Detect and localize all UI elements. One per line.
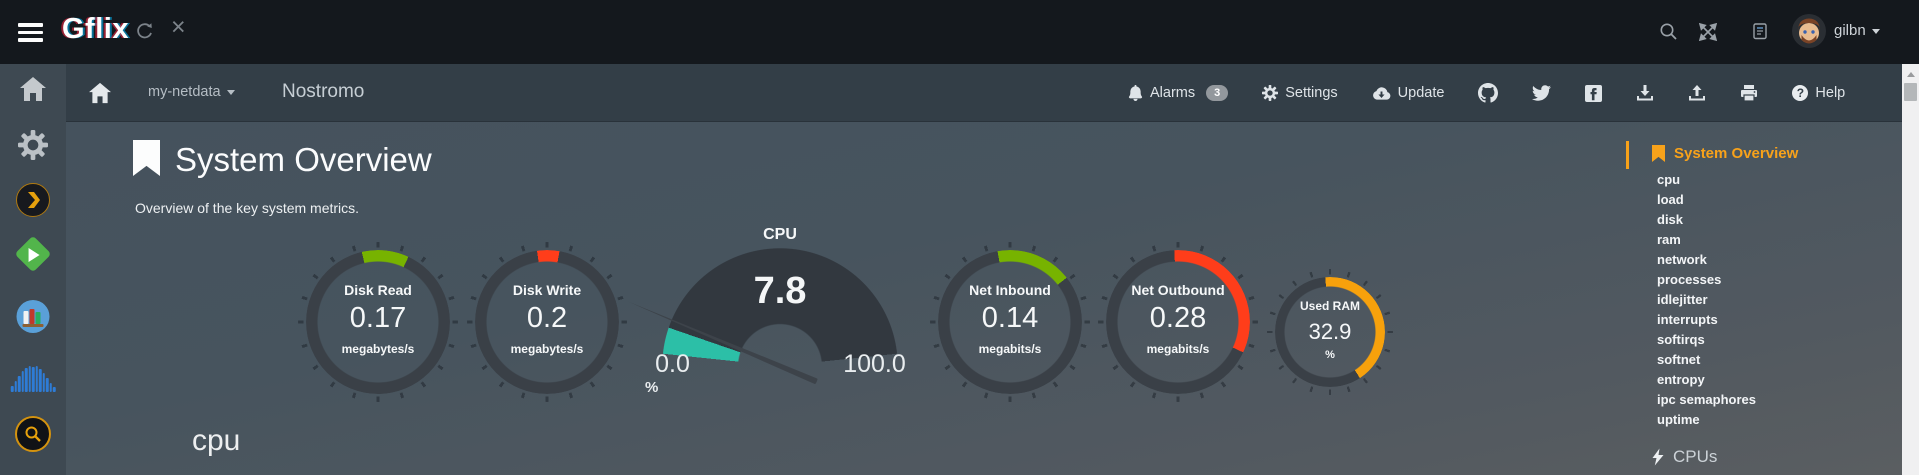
gauge-label: Disk Write: [512, 282, 582, 298]
toc-active-indicator: [1626, 141, 1629, 169]
app-rail: [0, 64, 66, 475]
toc-item[interactable]: disk: [1657, 212, 1684, 227]
toc-item[interactable]: entropy: [1657, 372, 1705, 387]
toc-item[interactable]: network: [1657, 252, 1707, 267]
fullscreen-icon[interactable]: [1699, 23, 1717, 41]
toc-item[interactable]: idlejitter: [1657, 292, 1708, 307]
gauge-value: 0.14: [981, 302, 1039, 334]
twitter-icon[interactable]: [1532, 85, 1552, 101]
toc-item[interactable]: uptime: [1657, 412, 1700, 427]
update-button[interactable]: Update: [1372, 85, 1444, 101]
github-icon[interactable]: [1478, 83, 1499, 103]
user-avatar[interactable]: [1792, 14, 1826, 48]
alarms-button[interactable]: Alarms 3: [1128, 85, 1229, 101]
cpu-gauge-min: 0.0: [655, 350, 690, 378]
alarms-count-badge: 3: [1206, 85, 1229, 101]
gauge-disk-read[interactable]: Disk Read 0.17 megabytes/s: [298, 242, 458, 402]
gear-icon: [1262, 85, 1279, 101]
changelog-book-icon[interactable]: [1751, 22, 1769, 41]
cpu-gauge-max: 100.0: [843, 350, 906, 378]
lightning-bolt-icon: [1652, 448, 1664, 466]
gauge-units: megabytes/s: [341, 342, 415, 356]
upload-icon[interactable]: [1688, 84, 1706, 102]
toc-item[interactable]: softnet: [1657, 352, 1701, 367]
user-menu[interactable]: gilbn: [1834, 22, 1880, 39]
gauge-arc: [1275, 277, 1385, 387]
gauge-units: megabits/s: [978, 342, 1042, 356]
settings-button[interactable]: Settings: [1262, 85, 1338, 101]
scrollbar-up-arrow[interactable]: [1906, 72, 1915, 77]
gauge-net-outbound[interactable]: Net Outbound 0.28 megabits/s: [1098, 242, 1258, 402]
scrollbar[interactable]: [1902, 64, 1919, 475]
gauge-arc: [306, 250, 450, 394]
gauge-net-inbound[interactable]: Net Inbound 0.14 megabits/s: [930, 242, 1090, 402]
toc-item[interactable]: softirqs: [1657, 332, 1705, 347]
scrollbar-thumb[interactable]: [1904, 83, 1917, 101]
toc-item[interactable]: load: [1657, 192, 1684, 207]
bell-icon: [1128, 85, 1143, 101]
cpu-gauge-value: 7.8: [753, 270, 807, 312]
section-heading-cpu: cpu: [192, 424, 241, 457]
gauge-value: 0.17: [349, 302, 407, 334]
gauge-units: megabytes/s: [510, 342, 584, 356]
toc-item[interactable]: interrupts: [1657, 312, 1718, 327]
toc-item[interactable]: ram: [1657, 232, 1681, 247]
gauge-arc: [938, 250, 1082, 394]
gauge-units: megabits/s: [1146, 342, 1210, 356]
app-logo[interactable]: Gflix: [62, 13, 129, 45]
help-button[interactable]: ? Help: [1792, 85, 1845, 101]
page-subtitle: Overview of the key system metrics.: [135, 200, 360, 216]
caret-down-icon: [1871, 28, 1880, 34]
search-icon[interactable]: [1659, 22, 1678, 41]
bookmark-icon: [1652, 145, 1665, 162]
help-icon: ?: [1792, 85, 1809, 101]
gauge-label: Used RAM: [1299, 299, 1360, 313]
toc-item-system-overview[interactable]: System Overview: [1652, 145, 1798, 162]
caret-down-icon: [226, 89, 235, 95]
toc-item[interactable]: cpu: [1657, 172, 1681, 187]
gauge-disk-write[interactable]: Disk Write 0.2 megabytes/s: [467, 242, 627, 402]
gauge-arc: [475, 250, 619, 394]
hamburger-menu-icon[interactable]: [18, 23, 43, 42]
cpu-gauge-fan[interactable]: [662, 248, 898, 475]
download-icon[interactable]: [1636, 84, 1654, 102]
toc-list: cpu load disk ram network processes idlejitter…: [1657, 172, 1756, 432]
facebook-icon[interactable]: [1585, 84, 1603, 102]
printer-icon[interactable]: [1740, 84, 1758, 102]
home-icon[interactable]: [19, 76, 47, 107]
navbar-actions: Alarms 3 Settings Update: [1128, 64, 1845, 122]
search-app-icon[interactable]: [15, 416, 51, 452]
cloud-update-icon: [1372, 86, 1391, 100]
soundwave-icon[interactable]: [10, 366, 56, 392]
gauge-used-ram[interactable]: Used RAM 32.9 %: [1267, 269, 1393, 395]
gear-icon[interactable]: [18, 130, 48, 165]
toc-item[interactable]: processes: [1657, 272, 1722, 287]
home-icon[interactable]: [88, 82, 112, 104]
gauge-value: 0.2: [526, 302, 568, 334]
gauge-label: Net Inbound: [969, 282, 1051, 298]
gauge-units: %: [1325, 349, 1335, 361]
emby-icon[interactable]: [14, 235, 52, 273]
server-dropdown[interactable]: my-netdata: [148, 84, 235, 100]
bookmark-icon: [133, 140, 160, 176]
library-books-icon[interactable]: [16, 300, 50, 333]
refresh-icon[interactable]: [134, 21, 155, 42]
gauge-label: Net Outbound: [1131, 282, 1225, 298]
cpu-gauge-units: %: [645, 379, 659, 396]
page-title: System Overview: [175, 141, 432, 178]
gauge-value: 0.28: [1149, 302, 1207, 334]
gauge-arc: [1106, 250, 1250, 394]
close-icon[interactable]: ×: [171, 13, 186, 41]
hostname: Nostromo: [282, 81, 365, 102]
toc-item[interactable]: ipc semaphores: [1657, 392, 1756, 407]
toc-item-cpus[interactable]: CPUs: [1652, 447, 1717, 467]
cpu-gauge-title: CPU: [763, 226, 797, 243]
top-bar: Gflix × gilbn: [0, 0, 1919, 64]
plex-icon[interactable]: [16, 183, 50, 217]
gauge-label: Disk Read: [344, 282, 412, 298]
gauge-value: 32.9: [1308, 319, 1352, 344]
